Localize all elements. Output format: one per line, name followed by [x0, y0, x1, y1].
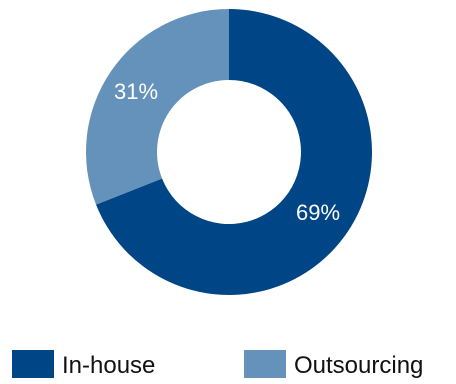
- slice-label-outsourcing: 31%: [114, 79, 158, 104]
- legend-item-outsourcing: Outsourcing: [244, 350, 423, 379]
- slice-outsourcing: [86, 9, 229, 205]
- legend-label-outsourcing: Outsourcing: [294, 352, 423, 379]
- donut-slices: [86, 9, 372, 295]
- legend-swatch-in-house: [12, 350, 54, 378]
- legend: In-house Outsourcing: [12, 350, 423, 379]
- slice-label-in-house: 69%: [296, 200, 340, 225]
- legend-label-in-house: In-house: [62, 352, 155, 379]
- legend-swatch-outsourcing: [244, 350, 286, 378]
- legend-item-in-house: In-house: [12, 350, 155, 379]
